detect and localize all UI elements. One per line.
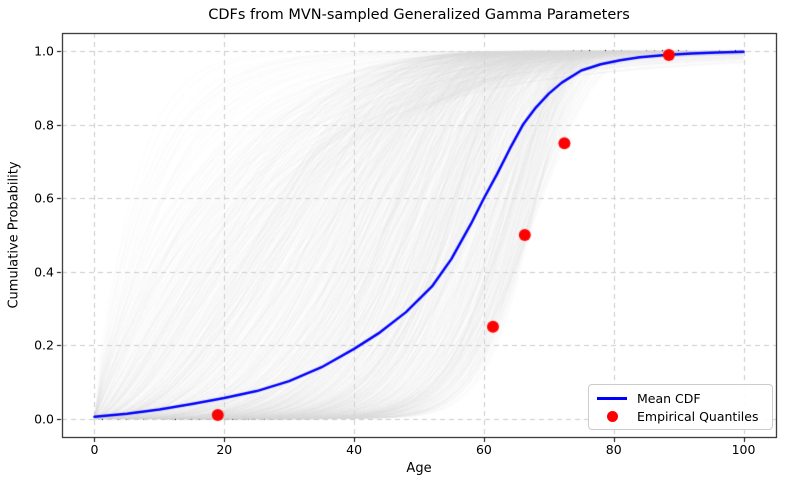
x-tick-label: 40: [346, 442, 363, 457]
x-tick-label: 80: [605, 442, 622, 457]
y-tick-label: 0.2: [34, 337, 54, 353]
x-tick-label: 100: [731, 442, 756, 457]
legend: Mean CDF Empirical Quantiles: [588, 384, 773, 430]
y-tick-label: 0.4: [34, 264, 54, 280]
y-tick-label: 1.0: [34, 43, 54, 59]
legend-label: Mean CDF: [637, 390, 701, 406]
y-tick-label: 0.8: [34, 117, 54, 133]
y-axis-label: Cumulative Probability: [6, 161, 22, 309]
legend-entry-mean-cdf: Mean CDF: [595, 389, 764, 407]
x-tick-label: 0: [90, 442, 99, 457]
legend-label: Empirical Quantiles: [637, 408, 759, 424]
quantile-dot-icon: [595, 410, 629, 422]
y-tick-label: 0.0: [34, 411, 54, 427]
y-tick-label: 0.6: [34, 190, 54, 206]
mean-cdf-line-icon: [595, 396, 629, 400]
x-axis-label: Age: [406, 461, 432, 476]
legend-entry-empirical-quantiles: Empirical Quantiles: [595, 407, 764, 425]
chart-title: CDFs from MVN-sampled Generalized Gamma …: [208, 7, 630, 23]
x-tick-label: 60: [475, 442, 492, 457]
x-tick-label: 20: [216, 442, 233, 457]
